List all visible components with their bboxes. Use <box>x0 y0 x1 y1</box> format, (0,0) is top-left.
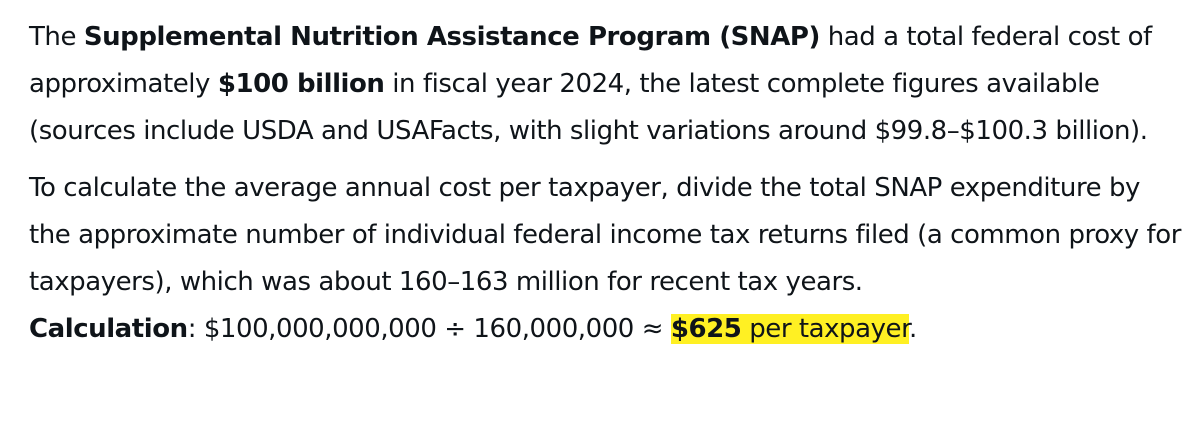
bold-program-name: Supplemental Nutrition Assistance Progra… <box>83 22 821 52</box>
calculation-label: Calculation <box>29 314 188 344</box>
calculation-period: . <box>908 314 917 344</box>
highlighted-result: $625 per taxpayer <box>670 314 909 344</box>
text-span: had a total federal cost of approximatel… <box>29 22 1152 99</box>
result-suffix: per taxpayer <box>741 314 909 344</box>
result-value: $625 <box>670 314 742 344</box>
response-text: The Supplemental Nutrition Assistance Pr… <box>29 14 1189 353</box>
text-span: in fiscal year 2024, the latest complete… <box>29 69 1148 146</box>
text-span: The <box>29 22 84 52</box>
bold-total-cost: $100 billion <box>217 69 385 99</box>
paragraph-snap-cost: The Supplemental Nutrition Assistance Pr… <box>29 14 1189 155</box>
text-span: To calculate the average annual cost per… <box>29 173 1181 297</box>
calculation-expression: $100,000,000,000 ÷ 160,000,000 ≈ <box>203 314 671 344</box>
paragraph-method: To calculate the average annual cost per… <box>29 165 1189 306</box>
calculation-colon: : <box>187 314 204 344</box>
calculation-line: Calculation: $100,000,000,000 ÷ 160,000,… <box>29 306 1189 353</box>
